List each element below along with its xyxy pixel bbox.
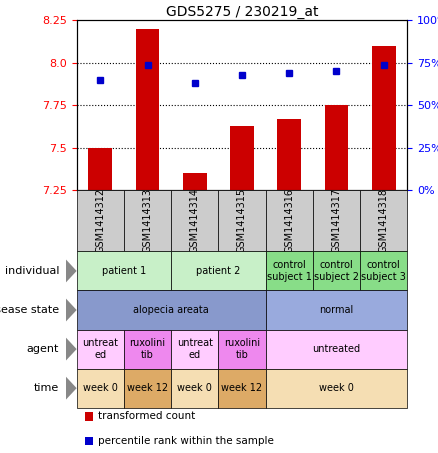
Bar bbox=[171, 190, 219, 251]
Text: week 12: week 12 bbox=[127, 383, 168, 393]
Text: time: time bbox=[34, 383, 59, 393]
Text: week 0: week 0 bbox=[319, 383, 354, 393]
Polygon shape bbox=[66, 259, 77, 283]
Bar bbox=[88, 148, 112, 190]
Text: ruxolini
tib: ruxolini tib bbox=[224, 338, 260, 360]
Text: control
subject 3: control subject 3 bbox=[361, 260, 406, 282]
Bar bbox=[230, 125, 254, 190]
Text: control
subject 2: control subject 2 bbox=[314, 260, 359, 282]
Text: alopecia areata: alopecia areata bbox=[133, 305, 209, 315]
Text: ruxolini
tib: ruxolini tib bbox=[130, 338, 166, 360]
Polygon shape bbox=[66, 298, 77, 322]
Polygon shape bbox=[66, 337, 77, 361]
Text: week 0: week 0 bbox=[83, 383, 118, 393]
Bar bbox=[124, 190, 171, 251]
Text: GSM1414315: GSM1414315 bbox=[237, 188, 247, 253]
Bar bbox=[372, 46, 396, 190]
Text: individual: individual bbox=[5, 266, 59, 276]
Text: GSM1414316: GSM1414316 bbox=[284, 188, 294, 253]
Text: GSM1414313: GSM1414313 bbox=[142, 188, 152, 253]
Text: control
subject 1: control subject 1 bbox=[267, 260, 312, 282]
Text: untreated: untreated bbox=[312, 344, 360, 354]
Bar bbox=[136, 29, 159, 190]
Text: week 0: week 0 bbox=[177, 383, 212, 393]
Text: untreat
ed: untreat ed bbox=[177, 338, 213, 360]
Text: patient 2: patient 2 bbox=[196, 266, 240, 276]
Bar bbox=[265, 190, 313, 251]
Bar bbox=[277, 119, 301, 190]
Text: normal: normal bbox=[319, 305, 353, 315]
Text: GSM1414317: GSM1414317 bbox=[332, 188, 342, 253]
Text: GSM1414312: GSM1414312 bbox=[95, 188, 105, 253]
Title: GDS5275 / 230219_at: GDS5275 / 230219_at bbox=[166, 5, 318, 19]
Bar bbox=[313, 190, 360, 251]
Text: patient 1: patient 1 bbox=[102, 266, 146, 276]
Text: GSM1414318: GSM1414318 bbox=[379, 188, 389, 253]
Text: week 12: week 12 bbox=[222, 383, 262, 393]
Text: transformed count: transformed count bbox=[98, 411, 195, 421]
Bar bbox=[183, 173, 207, 190]
Bar bbox=[219, 190, 265, 251]
Text: untreat
ed: untreat ed bbox=[82, 338, 118, 360]
Bar bbox=[325, 105, 348, 190]
Text: agent: agent bbox=[27, 344, 59, 354]
Bar bbox=[360, 190, 407, 251]
Text: percentile rank within the sample: percentile rank within the sample bbox=[98, 436, 274, 446]
Polygon shape bbox=[66, 376, 77, 400]
Text: GSM1414314: GSM1414314 bbox=[190, 188, 200, 253]
Text: disease state: disease state bbox=[0, 305, 59, 315]
Bar bbox=[77, 190, 124, 251]
